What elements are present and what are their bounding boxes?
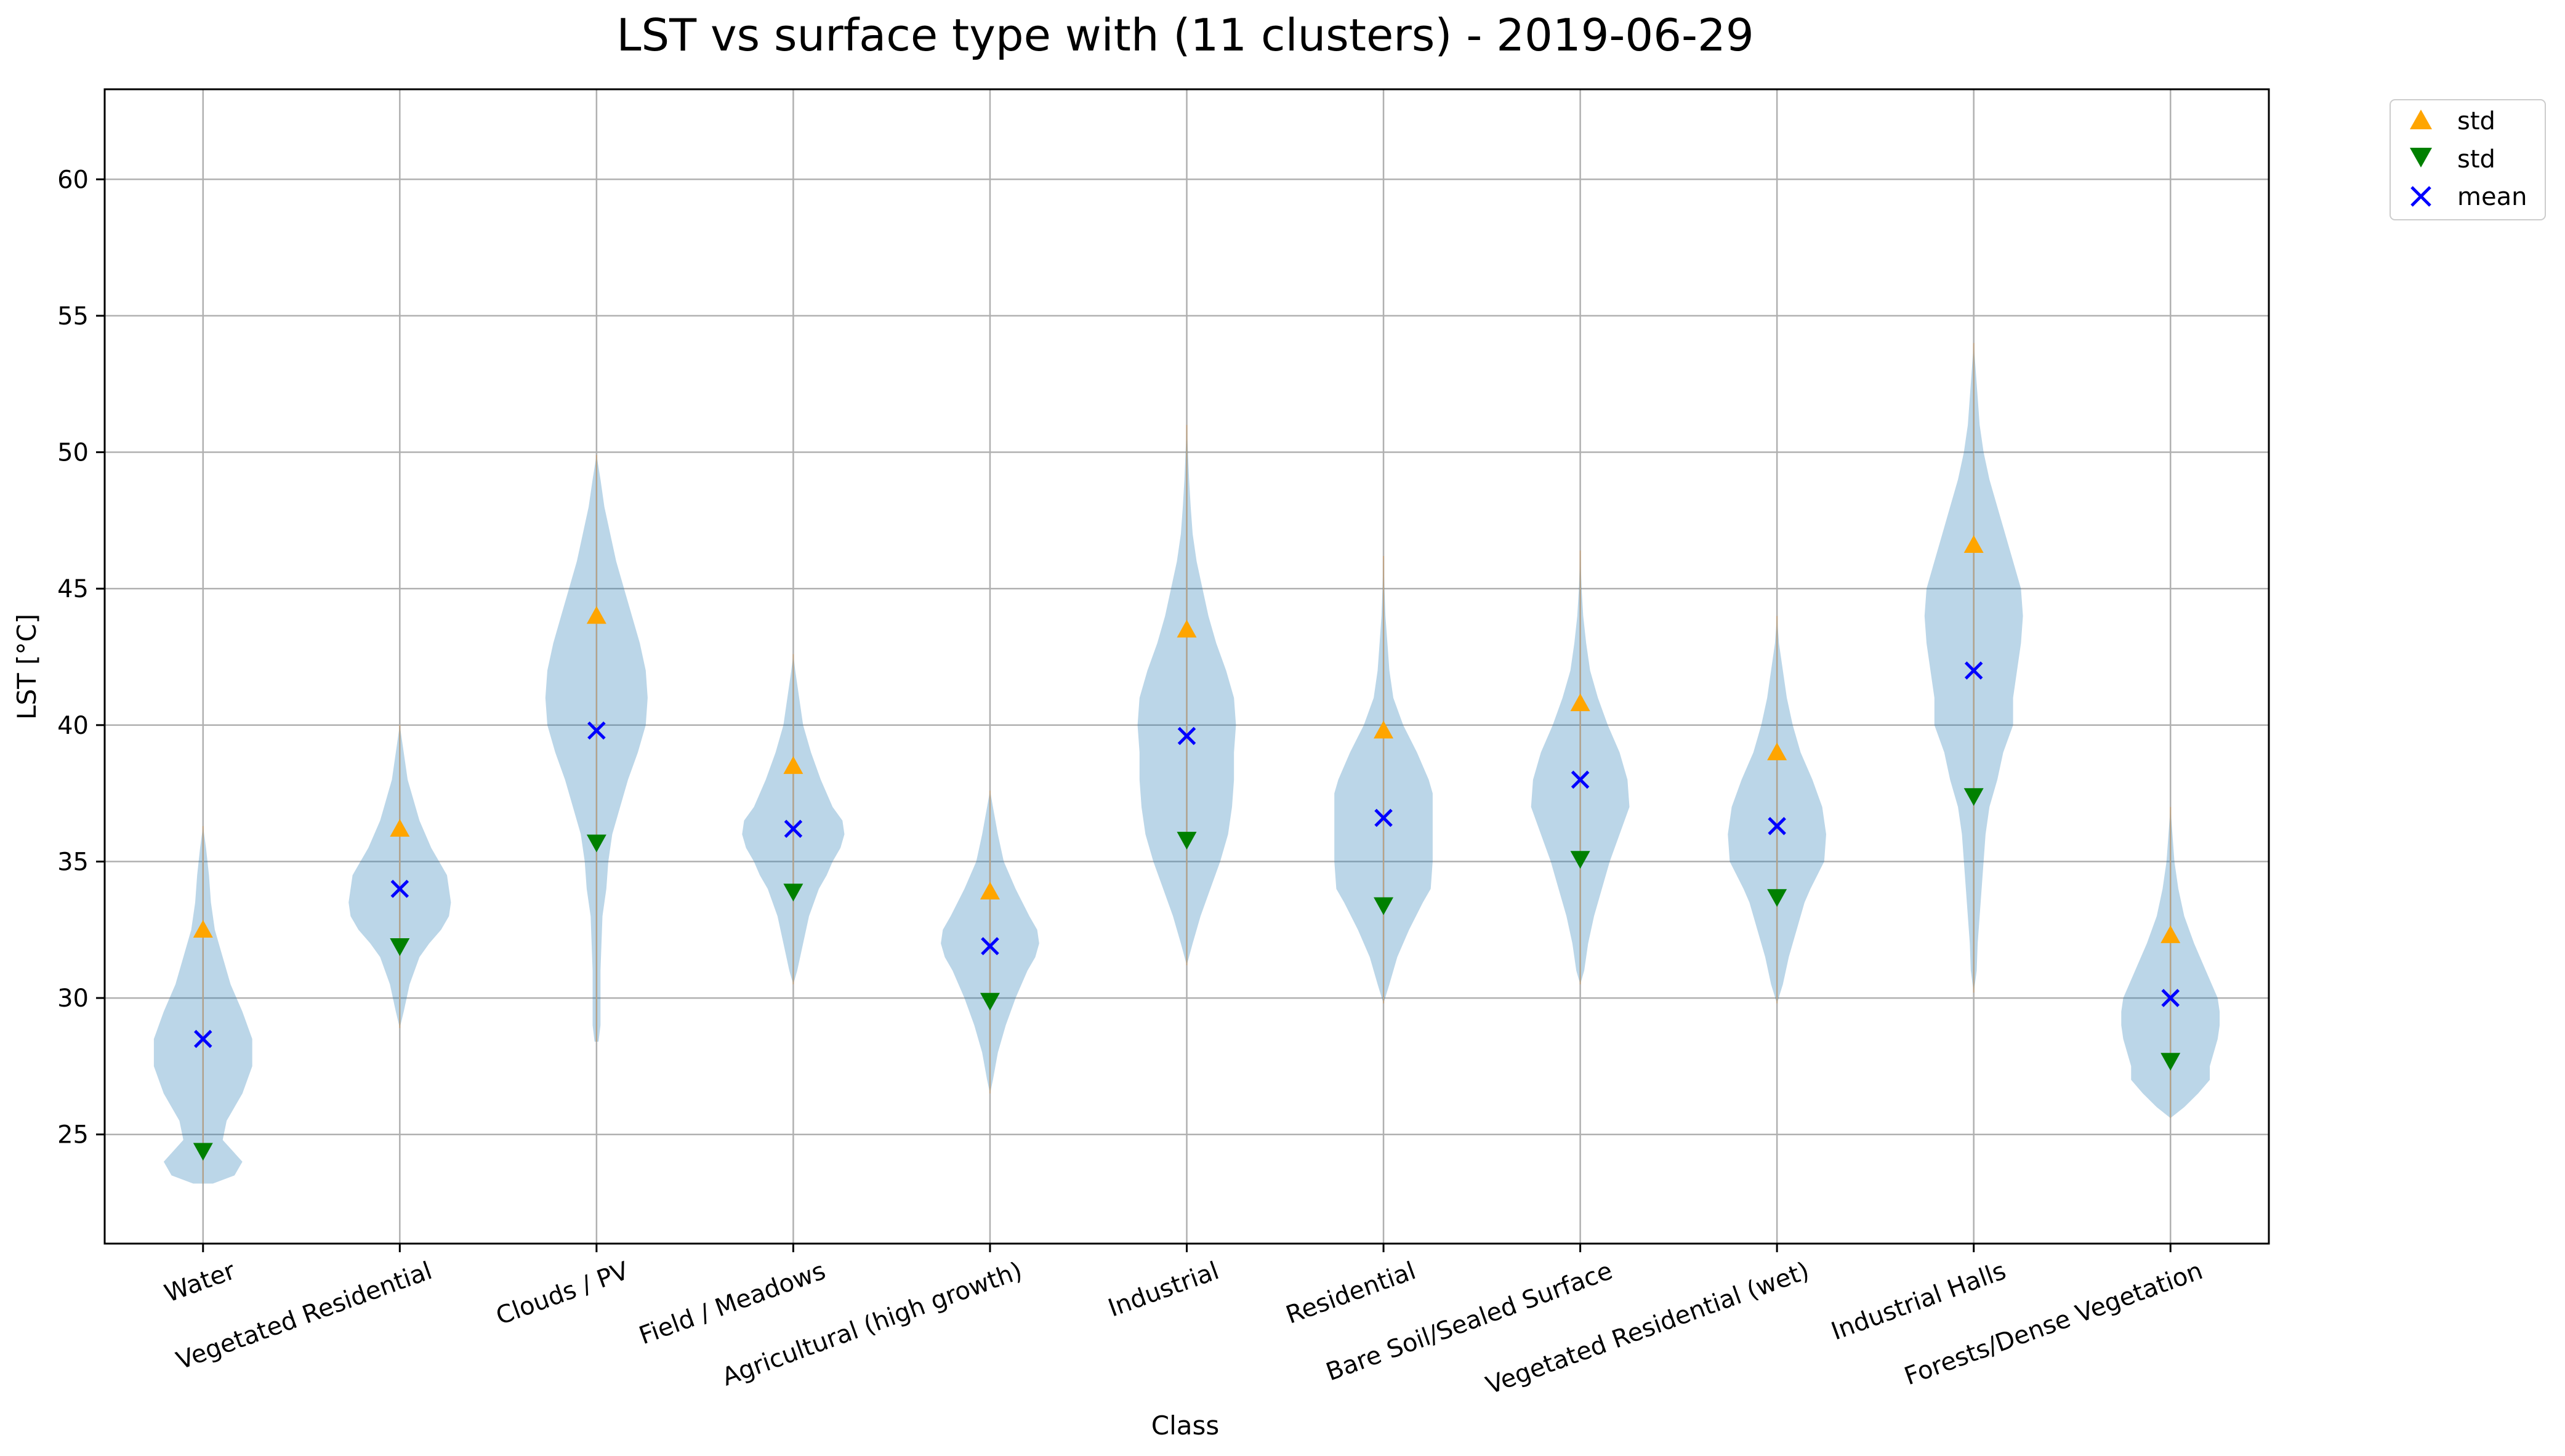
std-upper-marker	[1963, 535, 1984, 553]
std-upper-marker	[783, 756, 803, 774]
std-upper-marker	[1177, 619, 1197, 638]
mean-marker-stroke	[390, 879, 409, 898]
y-tick-label: 55	[57, 302, 89, 331]
legend-std-down-marker	[2410, 148, 2432, 167]
y-axis-label: LST [°C]	[12, 614, 42, 720]
legend-mean-marker	[2410, 186, 2431, 207]
std-lower-marker	[1374, 897, 1394, 915]
legend-mean-label: mean	[2457, 183, 2527, 211]
std-upper-marker	[586, 606, 606, 624]
mean-marker	[1768, 817, 1786, 835]
mean-marker-stroke	[784, 819, 803, 839]
std-lower-marker	[1963, 788, 1984, 806]
markers	[193, 535, 2181, 1161]
mean-marker	[587, 721, 606, 740]
std-lower-marker	[390, 938, 410, 956]
y-tick-label: 40	[57, 712, 89, 740]
mean-marker-stroke	[1768, 817, 1786, 835]
mean-marker	[2161, 989, 2180, 1007]
mean-marker	[784, 819, 803, 839]
legend-std-down-label: std	[2457, 145, 2495, 174]
std-lower-marker	[980, 992, 1000, 1011]
legend-std-up-marker	[2410, 110, 2432, 129]
y-tick-label: 50	[57, 439, 89, 467]
mean-marker-stroke	[1571, 770, 1590, 789]
mean-marker-stroke	[981, 937, 999, 955]
y-tick-label: 30	[57, 984, 89, 1013]
std-lower-marker	[193, 1143, 213, 1161]
std-lower-marker	[2160, 1053, 2181, 1071]
x-axis-label: Class	[1151, 1410, 1220, 1441]
std-upper-marker	[390, 819, 410, 837]
std-lower-marker	[586, 834, 606, 853]
std-upper-marker	[1767, 742, 1787, 760]
std-lower-marker	[1767, 889, 1787, 907]
std-lower-marker	[783, 883, 803, 902]
mean-marker-stroke	[1177, 726, 1196, 746]
mean-marker	[1571, 770, 1590, 789]
std-lower-marker	[1177, 832, 1197, 850]
std-upper-marker	[1570, 693, 1590, 712]
mean-marker	[1177, 726, 1196, 746]
chart-title: LST vs surface type with (11 clusters) -…	[616, 9, 1754, 61]
mean-marker-stroke	[1374, 808, 1393, 827]
median-lines	[202, 343, 2172, 1184]
mean-marker-stroke	[2161, 989, 2180, 1007]
y-tick-label: 35	[57, 848, 89, 876]
legend-std-up-label: std	[2457, 107, 2495, 135]
mean-marker	[981, 937, 999, 955]
y-axis: 25 30 35 40 45 50 55 60	[57, 166, 105, 1149]
mean-marker-stroke	[1964, 661, 1983, 680]
y-tick-label: 45	[57, 575, 89, 603]
std-lower-marker	[1570, 851, 1590, 869]
legend: std std mean	[2390, 99, 2546, 220]
y-tick-label: 25	[57, 1121, 89, 1149]
y-tick-label: 60	[57, 166, 89, 194]
std-upper-marker	[1374, 720, 1394, 739]
std-upper-marker	[980, 882, 1000, 899]
mean-marker-stroke	[194, 1029, 212, 1048]
std-upper-marker	[2160, 925, 2181, 943]
std-upper-marker	[193, 920, 213, 938]
mean-marker-stroke	[587, 721, 606, 740]
mean-marker	[194, 1029, 212, 1048]
mean-marker	[390, 879, 409, 898]
mean-marker	[1374, 808, 1393, 827]
mean-marker	[1964, 661, 1983, 680]
